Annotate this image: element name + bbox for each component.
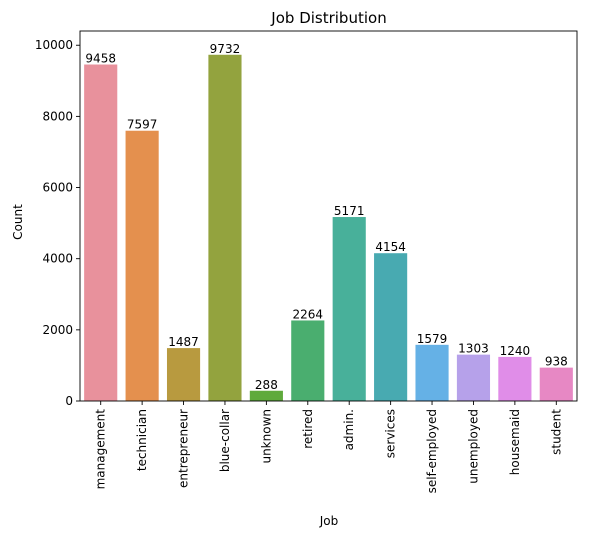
bar-housemaid	[498, 356, 532, 401]
data-label-self-employed: 1579	[417, 332, 448, 346]
bar-entrepreneur	[166, 348, 201, 401]
x-tick-label-unemployed: unemployed	[466, 409, 480, 484]
bar-management	[84, 64, 118, 401]
bar-blue-collar	[208, 54, 242, 402]
bar-student	[539, 367, 573, 401]
data-label-management: 9458	[85, 52, 116, 66]
y-tick-label-4000: 4000	[42, 252, 73, 266]
bar-services	[374, 253, 408, 401]
y-tick-label-8000: 8000	[42, 109, 73, 123]
x-tick-label-unknown: unknown	[259, 409, 273, 464]
x-tick-label-self-employed: self-employed	[425, 409, 439, 493]
bar-retired	[291, 320, 325, 401]
data-labels-layer: 9458 7597 1487 9732 288 2264 5171 4154 1579 1303 1…	[85, 42, 567, 392]
data-label-housemaid: 1240	[500, 344, 531, 358]
plot-frame	[79, 30, 578, 402]
data-label-unemployed: 1303	[458, 342, 489, 356]
x-tick-label-student: student	[549, 409, 563, 455]
data-label-entrepreneur: 1487	[168, 335, 199, 349]
data-label-technician: 7597	[127, 118, 158, 132]
x-tick-label-housemaid: housemaid	[508, 409, 522, 475]
chart-title: Job Distribution	[270, 9, 386, 27]
x-axis-label: Job	[319, 514, 339, 528]
x-tick-label-entrepreneur: entrepreneur	[177, 409, 191, 488]
x-tick-label-blue-collar: blue-collar	[218, 409, 232, 472]
bar-unemployed	[456, 354, 491, 401]
x-tick-label-retired: retired	[301, 409, 315, 449]
data-label-retired: 2264	[293, 307, 324, 321]
y-tick-label-0: 0	[65, 394, 73, 408]
data-label-blue-collar: 9732	[210, 42, 241, 56]
data-label-admin.: 5171	[334, 204, 365, 218]
data-label-unknown: 288	[255, 378, 278, 392]
y-tick-label-6000: 6000	[42, 181, 73, 195]
y-axis: 0 2000 4000 6000 8000 10000	[35, 38, 80, 408]
bars-layer	[84, 54, 573, 402]
x-tick-label-admin.: admin.	[342, 409, 356, 450]
data-label-services: 4154	[375, 240, 406, 254]
x-tick-label-technician: technician	[135, 409, 149, 471]
x-axis: management technician entrepreneur blue-col…	[94, 401, 563, 493]
bar-unknown	[249, 390, 283, 401]
y-tick-label-10000: 10000	[35, 38, 73, 52]
bar-technician	[125, 130, 159, 402]
y-tick-label-2000: 2000	[42, 323, 73, 337]
y-axis-label: Count	[11, 204, 25, 240]
bar-self-employed	[415, 344, 449, 401]
x-tick-label-services: services	[384, 409, 398, 458]
data-label-student: 938	[545, 355, 568, 369]
bar-admin.	[332, 217, 366, 401]
x-tick-label-management: management	[94, 409, 108, 490]
